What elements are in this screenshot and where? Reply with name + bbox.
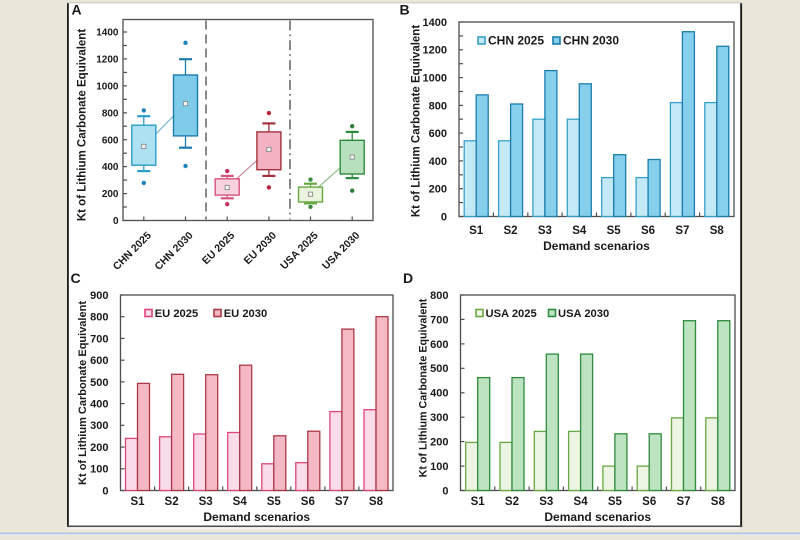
svg-text:0: 0: [113, 216, 119, 227]
svg-text:Kt of Lithium Carbonate Equiva: Kt of Lithium Carbonate Equivalent: [418, 298, 430, 477]
svg-text:S7: S7: [675, 225, 689, 237]
svg-text:CHN 2025: CHN 2025: [488, 33, 544, 47]
svg-text:S1: S1: [469, 225, 484, 237]
svg-text:S5: S5: [608, 496, 623, 508]
svg-text:600: 600: [90, 355, 108, 367]
svg-text:S8: S8: [369, 496, 384, 508]
svg-text:Demand scenarios: Demand scenarios: [203, 510, 310, 524]
svg-text:100: 100: [430, 461, 448, 473]
svg-text:400: 400: [90, 399, 108, 411]
svg-text:0: 0: [442, 485, 448, 497]
svg-text:Kt of Lithium Carbonate Equiva: Kt of Lithium Carbonate Equivalent: [77, 29, 89, 221]
svg-text:S4: S4: [572, 225, 587, 237]
svg-text:EU 2030: EU 2030: [224, 308, 268, 320]
svg-text:D: D: [403, 270, 413, 286]
svg-text:400: 400: [429, 156, 447, 168]
svg-text:800: 800: [102, 108, 119, 119]
svg-text:200: 200: [429, 184, 447, 196]
svg-text:300: 300: [430, 412, 448, 424]
svg-text:500: 500: [430, 363, 448, 375]
svg-text:S3: S3: [539, 496, 553, 508]
svg-text:600: 600: [102, 135, 119, 146]
svg-text:S1: S1: [471, 496, 486, 508]
svg-text:S5: S5: [267, 496, 282, 508]
svg-text:0: 0: [441, 211, 447, 223]
svg-text:1400: 1400: [96, 28, 119, 39]
svg-text:S1: S1: [130, 496, 145, 508]
svg-text:1400: 1400: [423, 17, 447, 29]
svg-text:0: 0: [102, 485, 108, 497]
svg-text:S6: S6: [642, 496, 656, 508]
svg-text:1200: 1200: [96, 55, 119, 66]
svg-text:S2: S2: [505, 496, 519, 508]
svg-text:100: 100: [90, 464, 108, 476]
svg-text:S3: S3: [199, 496, 213, 508]
svg-text:S4: S4: [233, 496, 248, 508]
svg-text:S8: S8: [711, 496, 726, 508]
svg-text:A: A: [72, 2, 82, 18]
svg-text:Demand scenarios: Demand scenarios: [543, 239, 650, 253]
svg-text:S5: S5: [607, 225, 622, 237]
svg-text:300: 300: [90, 420, 108, 432]
svg-text:800: 800: [90, 312, 108, 324]
svg-text:200: 200: [90, 442, 108, 454]
svg-text:600: 600: [430, 339, 448, 351]
svg-text:S7: S7: [335, 496, 349, 508]
svg-text:1000: 1000: [96, 81, 119, 92]
svg-text:S6: S6: [641, 225, 655, 237]
svg-text:200: 200: [430, 437, 448, 449]
svg-text:Kt of Lithium Carbonate Equiva: Kt of Lithium Carbonate Equivalent: [411, 25, 423, 217]
svg-text:700: 700: [430, 314, 448, 326]
svg-text:S6: S6: [301, 496, 315, 508]
svg-text:1000: 1000: [423, 72, 447, 84]
svg-text:800: 800: [429, 100, 447, 112]
svg-text:S3: S3: [538, 225, 552, 237]
svg-text:USA 2025: USA 2025: [486, 308, 537, 320]
svg-text:200: 200: [102, 189, 119, 200]
svg-text:EU 2025: EU 2025: [155, 308, 199, 320]
svg-text:700: 700: [90, 333, 108, 345]
svg-text:S2: S2: [504, 225, 518, 237]
svg-text:400: 400: [430, 388, 448, 400]
svg-text:S4: S4: [574, 496, 589, 508]
svg-text:Kt of Lithium Carbonate Equiva: Kt of Lithium Carbonate Equivalent: [77, 301, 89, 485]
svg-text:Demand scenarios: Demand scenarios: [544, 510, 651, 524]
svg-text:400: 400: [102, 162, 119, 173]
svg-text:500: 500: [90, 377, 108, 389]
svg-text:S8: S8: [710, 225, 725, 237]
svg-text:800: 800: [430, 290, 448, 302]
svg-text:1200: 1200: [423, 45, 447, 57]
svg-text:S7: S7: [676, 496, 690, 508]
svg-text:B: B: [400, 2, 410, 18]
svg-text:600: 600: [429, 128, 447, 140]
svg-text:C: C: [71, 270, 81, 286]
svg-text:USA 2030: USA 2030: [558, 308, 609, 320]
svg-text:900: 900: [90, 290, 108, 302]
svg-text:S2: S2: [165, 496, 179, 508]
svg-text:CHN 2030: CHN 2030: [563, 33, 619, 47]
